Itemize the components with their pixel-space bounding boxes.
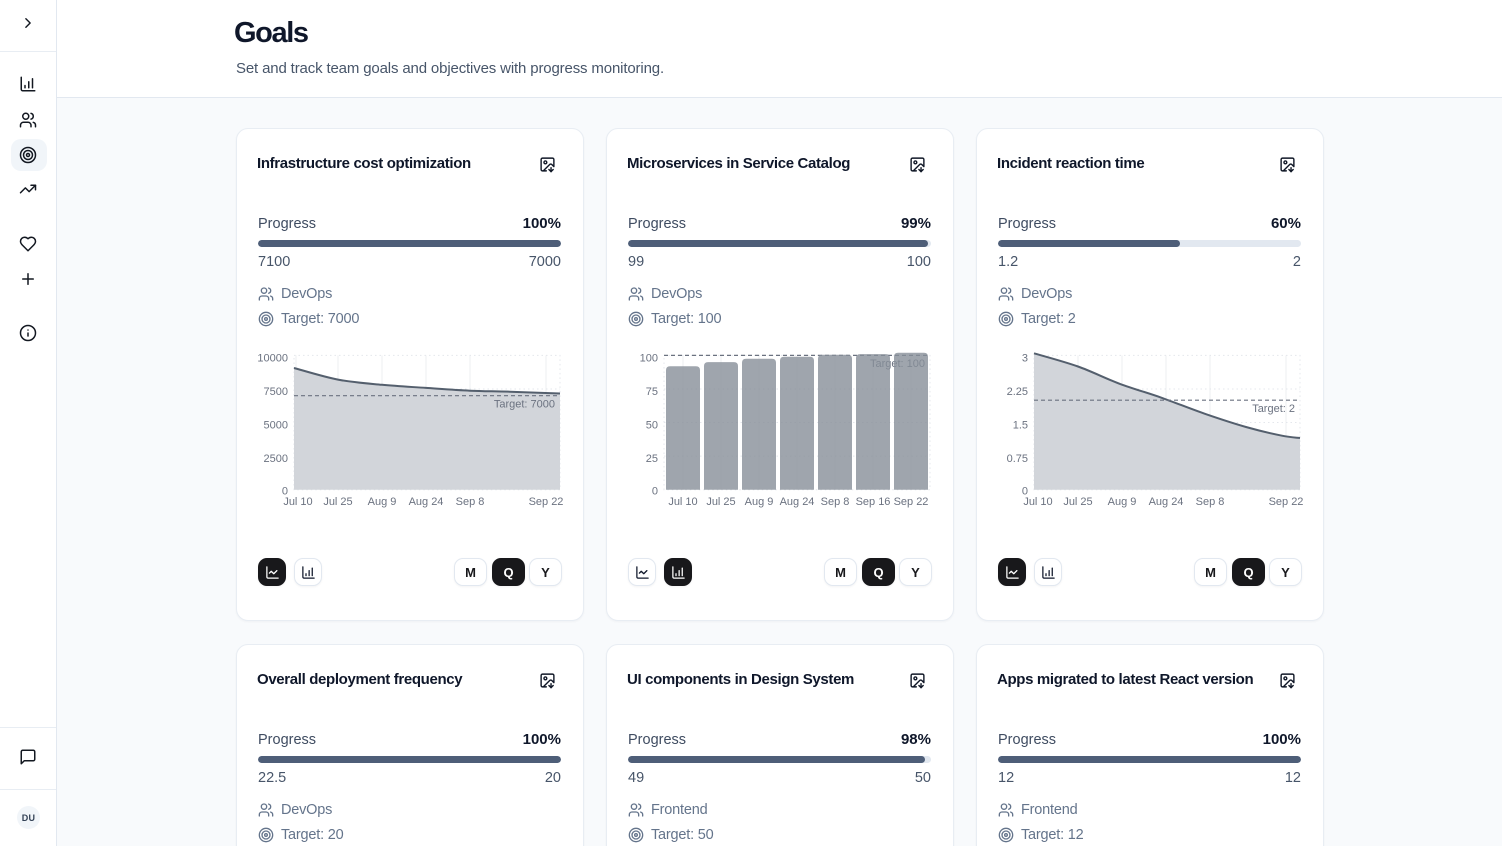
svg-text:Aug 9: Aug 9 xyxy=(1108,496,1137,508)
svg-text:75: 75 xyxy=(646,386,658,398)
svg-text:50: 50 xyxy=(646,420,658,432)
svg-text:Target: 2: Target: 2 xyxy=(1252,403,1295,415)
svg-text:0: 0 xyxy=(652,486,658,498)
svg-text:Jul 10: Jul 10 xyxy=(1023,496,1052,508)
svg-text:0: 0 xyxy=(1022,486,1028,498)
svg-text:Jul 10: Jul 10 xyxy=(283,496,312,508)
svg-text:7500: 7500 xyxy=(264,386,288,398)
svg-text:2.25: 2.25 xyxy=(1007,386,1028,398)
svg-text:Sep 22: Sep 22 xyxy=(1269,496,1304,508)
svg-text:Sep 16: Sep 16 xyxy=(856,496,891,508)
svg-text:Jul 25: Jul 25 xyxy=(323,496,352,508)
svg-text:0: 0 xyxy=(282,486,288,498)
svg-text:Aug 24: Aug 24 xyxy=(780,496,815,508)
svg-text:Aug 24: Aug 24 xyxy=(409,496,444,508)
svg-text:1.5: 1.5 xyxy=(1013,420,1028,432)
svg-text:Jul 10: Jul 10 xyxy=(668,496,697,508)
svg-text:Jul 25: Jul 25 xyxy=(706,496,735,508)
svg-text:Target: 7000: Target: 7000 xyxy=(494,399,555,411)
svg-text:Aug 9: Aug 9 xyxy=(745,496,774,508)
svg-text:3: 3 xyxy=(1022,352,1028,364)
svg-text:Aug 24: Aug 24 xyxy=(1149,496,1184,508)
svg-text:0.75: 0.75 xyxy=(1007,453,1028,465)
svg-text:Sep 8: Sep 8 xyxy=(821,496,850,508)
svg-text:100: 100 xyxy=(640,352,658,364)
svg-text:Sep 8: Sep 8 xyxy=(1196,496,1225,508)
svg-text:5000: 5000 xyxy=(264,420,288,432)
svg-text:25: 25 xyxy=(646,453,658,465)
svg-text:Jul 25: Jul 25 xyxy=(1063,496,1092,508)
svg-text:Sep 22: Sep 22 xyxy=(894,496,929,508)
svg-text:2500: 2500 xyxy=(264,453,288,465)
svg-text:Aug 9: Aug 9 xyxy=(368,496,397,508)
svg-text:10000: 10000 xyxy=(257,352,288,364)
svg-text:Sep 8: Sep 8 xyxy=(456,496,485,508)
svg-text:Sep 22: Sep 22 xyxy=(529,496,564,508)
